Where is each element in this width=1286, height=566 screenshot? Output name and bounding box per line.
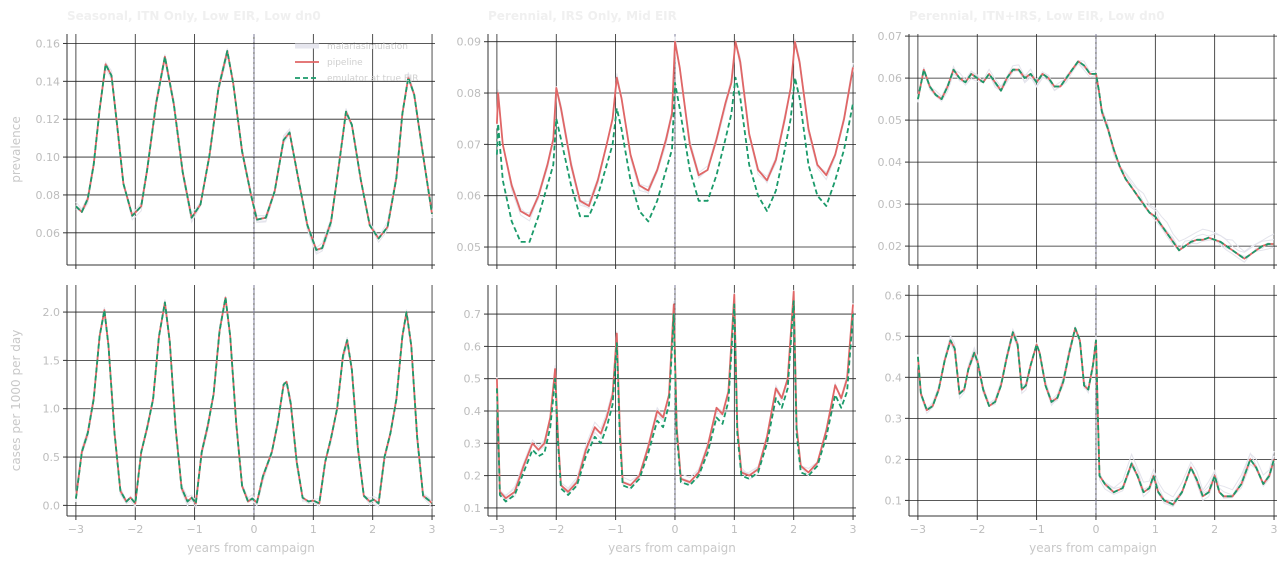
xtick-label-p21-6: 3 — [429, 523, 436, 536]
ytick-label-p23-5: 0.6 — [885, 289, 903, 302]
ytick-label-p21-1: 0.5 — [43, 451, 61, 464]
ytick-label-p22-2: 0.3 — [464, 437, 482, 450]
sim-line-p21-0 — [75, 299, 433, 509]
ytick-label-p12-0: 0.05 — [457, 241, 482, 254]
legend: malariasimulation pipeline emulator at t… — [295, 42, 418, 84]
panel-p12: Perennial, IRS Only, Mid EIR 0.05 0.06 0.07… — [457, 9, 856, 269]
ytick-label-p12-2: 0.07 — [457, 138, 482, 151]
xtick-label-p23-5: 2 — [1211, 523, 1218, 536]
ytick-label-p22-3: 0.4 — [464, 405, 482, 418]
yaxis-label-p11: prevalence — [9, 116, 23, 182]
xtick-label-p21-1: −2 — [127, 523, 143, 536]
series-line-p13-emulator — [917, 60, 1274, 260]
series-line-p12-pipeline — [496, 40, 854, 218]
xtick-label-p21-3: 0 — [250, 523, 257, 536]
xtick-label-p23-1: −2 — [969, 523, 985, 536]
legend-label-sim: malariasimulation — [327, 42, 408, 52]
xaxis-label-p23: years from campaign — [1029, 541, 1157, 555]
ytick-label-p22-5: 0.6 — [464, 340, 482, 353]
xtick-label-p22-4: 1 — [731, 523, 738, 536]
ytick-label-p13-1: 0.03 — [878, 198, 903, 211]
ytick-label-p23-0: 0.1 — [885, 494, 903, 507]
ytick-label-p23-1: 0.2 — [885, 453, 903, 466]
ytick-label-p11-2: 0.10 — [36, 151, 61, 164]
xtick-label-p21-4: 1 — [310, 523, 317, 536]
panel-title-p13: Perennial, ITN+IRS, Low EIR, Low dn0 — [909, 9, 1165, 23]
ytick-label-p11-0: 0.06 — [36, 227, 61, 240]
ytick-label-p22-4: 0.5 — [464, 373, 482, 386]
panel-title-p11: Seasonal, ITN Only, Low EIR, Low dn0 — [67, 9, 321, 23]
xtick-label-p21-5: 2 — [369, 523, 376, 536]
xaxis-label-p22: years from campaign — [608, 541, 736, 555]
panel-title-p12: Perennial, IRS Only, Mid EIR — [488, 9, 677, 23]
ytick-label-p11-5: 0.16 — [36, 37, 61, 50]
ytick-label-p22-1: 0.2 — [464, 470, 482, 483]
yaxis-label-p21: cases per 1000 per day — [9, 330, 23, 472]
xtick-label-p22-0: −3 — [489, 523, 505, 536]
series-line-p22-emulator — [496, 300, 854, 503]
ytick-label-p13-5: 0.07 — [878, 30, 903, 43]
panel-p23: 0.1 0.2 0.3 0.4 0.5 0.6 −3 −2 −1 0 1 2 3 years from c… — [885, 285, 1278, 555]
series-line-p21-emulator — [75, 296, 433, 505]
ytick-label-p12-1: 0.06 — [457, 190, 482, 203]
ytick-label-p21-0: 0.0 — [43, 499, 61, 512]
xtick-label-p22-3: 0 — [671, 523, 678, 536]
panel-p11: Seasonal, ITN Only, Low EIR, Low dn0 0.06… — [9, 9, 435, 269]
ytick-label-p11-1: 0.08 — [36, 189, 61, 202]
ytick-label-p21-3: 1.5 — [43, 354, 61, 367]
panel-p21: 0.0 0.5 1.0 1.5 2.0 −3 −2 −1 0 1 2 3 years from camp… — [9, 285, 436, 555]
xtick-label-p22-6: 3 — [850, 523, 857, 536]
ytick-label-p11-3: 0.12 — [36, 113, 61, 126]
ytick-label-p12-3: 0.08 — [457, 87, 482, 100]
panel-p22: 0.1 0.2 0.3 0.4 0.5 0.6 0.7 −3 −2 −1 0 1 2 3 years fro… — [464, 285, 857, 555]
xtick-label-p23-6: 3 — [1271, 523, 1278, 536]
ytick-label-p23-4: 0.5 — [885, 330, 903, 343]
ytick-label-p13-3: 0.05 — [878, 114, 903, 127]
ytick-label-p11-4: 0.14 — [36, 75, 61, 88]
xtick-label-p23-4: 1 — [1152, 523, 1159, 536]
xtick-label-p23-2: −1 — [1029, 523, 1045, 536]
panel-p13: Perennial, ITN+IRS, Low EIR, Low dn0 0.02… — [878, 9, 1277, 269]
series-line-p12-emulator — [496, 76, 854, 243]
legend-label-emulator: emulator at true EIR — [327, 74, 418, 84]
xtick-label-p21-0: −3 — [68, 523, 84, 536]
series-line-p23-emulator — [917, 327, 1275, 506]
ytick-label-p22-0: 0.1 — [464, 502, 482, 515]
ytick-label-p23-2: 0.3 — [885, 412, 903, 425]
xtick-label-p22-2: −1 — [608, 523, 624, 536]
xtick-label-p23-3: 0 — [1092, 523, 1099, 536]
xtick-label-p23-0: −3 — [910, 523, 926, 536]
ytick-label-p22-6: 0.7 — [464, 308, 482, 321]
ytick-label-p23-3: 0.4 — [885, 371, 903, 384]
xaxis-label-p21: years from campaign — [187, 541, 315, 555]
xtick-label-p22-5: 2 — [790, 523, 797, 536]
ytick-label-p13-0: 0.02 — [878, 240, 903, 253]
ytick-label-p12-4: 0.09 — [457, 36, 482, 49]
ytick-label-p21-2: 1.0 — [43, 403, 61, 416]
panels: Seasonal, ITN Only, Low EIR, Low dn0 0.06… — [9, 9, 1278, 555]
legend-label-pipeline: pipeline — [327, 58, 363, 68]
xtick-label-p21-2: −1 — [187, 523, 203, 536]
series-line-p11-pipeline — [75, 50, 433, 251]
xtick-label-p22-1: −2 — [548, 523, 564, 536]
ytick-label-p13-4: 0.06 — [878, 72, 903, 85]
ytick-label-p21-4: 2.0 — [43, 306, 61, 319]
ytick-label-p13-2: 0.04 — [878, 156, 903, 169]
